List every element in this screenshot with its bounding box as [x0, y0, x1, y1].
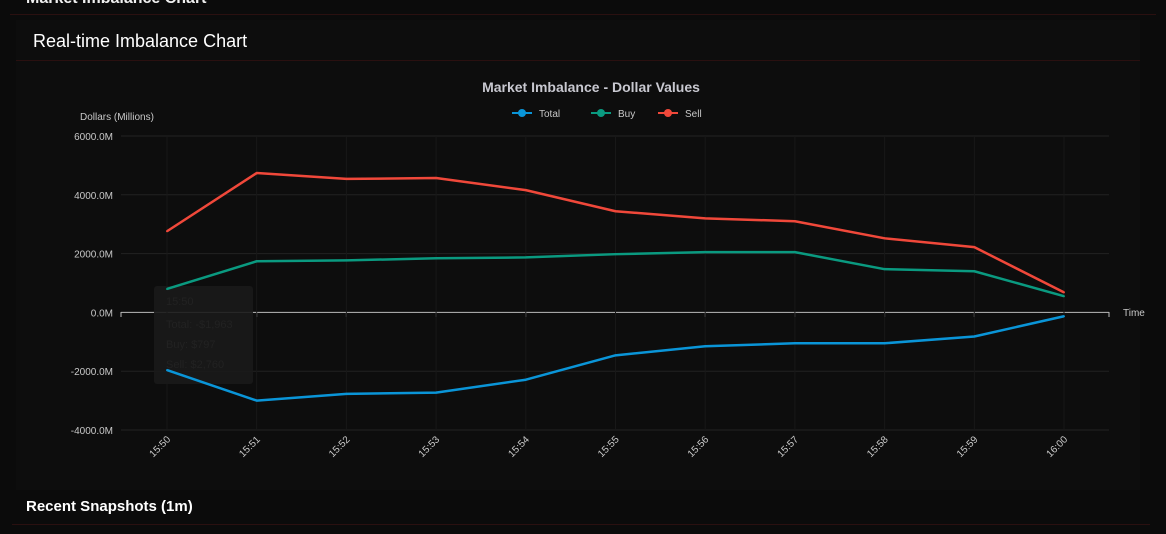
data-point-buy	[704, 251, 707, 254]
tooltip-line: Buy: $797	[166, 339, 216, 351]
data-point-buy	[883, 268, 886, 271]
chart-title: Market Imbalance - Dollar Values	[482, 79, 700, 95]
data-point-total	[883, 342, 886, 345]
divider	[10, 14, 1156, 15]
data-point-sell	[345, 177, 348, 180]
data-point-sell	[973, 246, 976, 249]
data-point-buy	[793, 251, 796, 254]
y-tick-label: 6000.0M	[74, 132, 113, 143]
data-point-total	[524, 378, 527, 381]
data-point-sell	[524, 189, 527, 192]
data-point-buy	[345, 259, 348, 262]
data-point-total	[1063, 315, 1065, 318]
y-axis-label: Dollars (Millions)	[80, 112, 154, 123]
data-point-total	[345, 392, 348, 395]
y-tick-label: 4000.0M	[74, 191, 113, 202]
data-point-sell	[166, 230, 168, 233]
x-tick-label: 15:56	[686, 434, 712, 460]
legend-marker-sell	[664, 109, 672, 117]
x-tick-label: 15:58	[865, 434, 891, 460]
data-point-sell	[1063, 291, 1065, 294]
data-point-buy	[614, 253, 617, 256]
x-tick-label: 15:50	[148, 434, 174, 460]
data-point-total	[166, 369, 168, 372]
data-point-total	[793, 342, 796, 345]
legend-label: Buy	[618, 109, 635, 120]
data-point-total	[435, 391, 438, 394]
y-tick-label: -4000.0M	[71, 426, 113, 437]
x-axis-label: Time	[1123, 308, 1145, 319]
data-point-sell	[614, 210, 617, 213]
tooltip-box	[154, 286, 253, 384]
x-tick-label: 15:54	[506, 434, 532, 460]
data-point-sell	[793, 220, 796, 223]
x-tick-label: 15:52	[327, 434, 353, 460]
data-point-total	[973, 335, 976, 338]
x-tick-label: 15:55	[596, 434, 622, 460]
data-point-sell	[704, 217, 707, 220]
data-point-total	[255, 399, 258, 402]
y-tick-label: 2000.0M	[74, 250, 113, 261]
x-tick-label: 16:00	[1045, 434, 1071, 460]
x-tick-label: 15:53	[417, 434, 443, 460]
data-point-total	[614, 354, 617, 357]
data-point-buy	[435, 257, 438, 260]
y-tick-label: 0.0M	[91, 308, 113, 319]
data-point-sell	[883, 237, 886, 240]
data-point-buy	[255, 260, 258, 263]
legend-marker-total	[518, 109, 526, 117]
data-point-buy	[1063, 295, 1065, 298]
legend-marker-buy	[597, 109, 605, 117]
divider	[12, 524, 1150, 525]
tooltip-line: Total: -$1,963	[166, 319, 233, 331]
y-tick-label: -2000.0M	[71, 367, 113, 378]
legend-label: Total	[539, 109, 560, 120]
snapshots-title: Recent Snapshots (1m)	[26, 498, 193, 515]
data-point-sell	[435, 177, 438, 180]
tooltip-line: Sell: $2,760	[166, 359, 224, 371]
card-title: Real-time Imbalance Chart	[33, 31, 248, 51]
data-point-total	[704, 345, 707, 348]
x-tick-label: 15:51	[237, 434, 263, 460]
x-tick-label: 15:59	[955, 434, 981, 460]
data-point-buy	[524, 256, 527, 259]
section-title: Market Imbalance Chart	[26, 0, 207, 8]
data-point-buy	[166, 287, 168, 290]
data-point-buy	[973, 270, 976, 273]
legend-label: Sell	[685, 109, 702, 120]
tooltip-title: 15:50	[166, 296, 194, 308]
data-point-sell	[255, 172, 258, 175]
divider	[16, 60, 1140, 61]
x-tick-label: 15:57	[776, 434, 802, 460]
